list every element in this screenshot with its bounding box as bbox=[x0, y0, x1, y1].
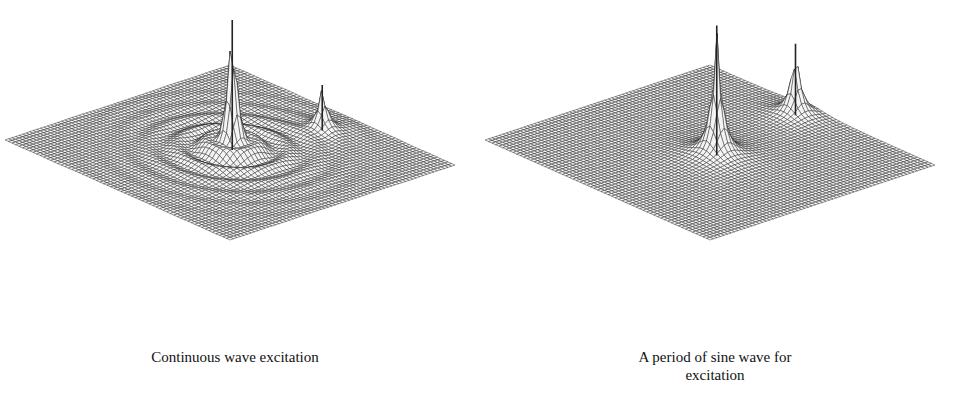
figure: Continuous wave excitationA period of si… bbox=[0, 0, 962, 394]
surface-panel bbox=[5, 20, 455, 240]
mesh bbox=[5, 51, 455, 240]
